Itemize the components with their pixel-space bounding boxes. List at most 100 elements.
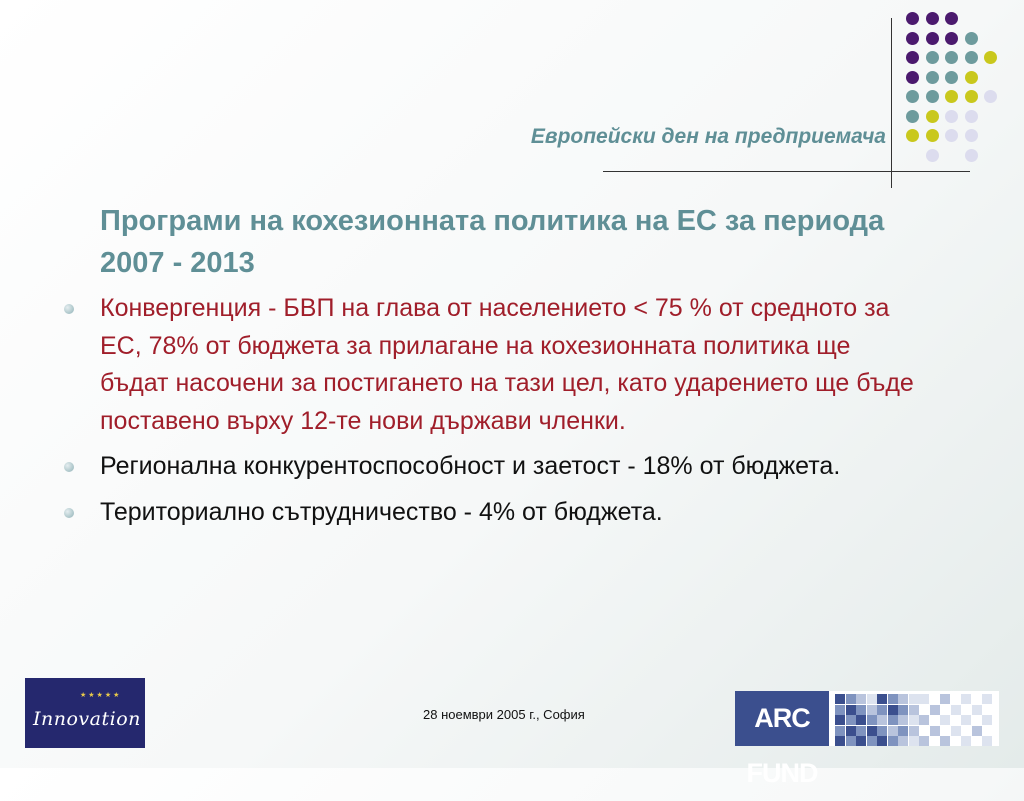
logo-pattern-square xyxy=(835,704,845,715)
slide-heading: Програми на кохезионната политика на ЕС … xyxy=(100,205,885,279)
logo-pattern-square xyxy=(887,694,898,704)
logo-pattern-square xyxy=(866,704,877,715)
logo-pattern-square xyxy=(845,704,856,715)
logo-pattern-square xyxy=(845,725,856,736)
innovation-logo-text: Innovation xyxy=(33,708,141,730)
logo-pattern-square xyxy=(866,725,877,736)
logo-pattern-square xyxy=(950,725,961,736)
bullet-text: Териториално сътрудничество - 4% от бюдж… xyxy=(100,497,663,526)
logo-pattern-square xyxy=(856,694,866,704)
logo-pattern-square xyxy=(877,694,887,704)
logo-pattern-square xyxy=(961,715,971,725)
bullet-item-regional: Регионална конкурентоспособност и заетос… xyxy=(60,448,920,486)
decorative-dot xyxy=(964,148,978,162)
decorative-dot xyxy=(984,90,997,103)
decorative-dot xyxy=(945,51,958,64)
decorative-dot xyxy=(906,51,919,64)
logo-pattern-square xyxy=(898,694,908,704)
logo-pattern-square xyxy=(866,715,877,725)
bullet-list: Конвергенция - БВП на глава от население… xyxy=(60,290,920,539)
logo-pattern-square xyxy=(877,715,887,725)
logo-pattern-square xyxy=(929,725,940,736)
bullet-item-convergence: Конвергенция - БВП на глава от население… xyxy=(60,290,920,440)
bullet-text: Конвергенция - БВП на глава от население… xyxy=(100,294,914,435)
logo-pattern-square xyxy=(856,736,866,746)
decorative-dot-grid xyxy=(906,12,1006,172)
logo-pattern-square xyxy=(835,725,845,736)
decorative-dot xyxy=(925,12,939,25)
logo-pattern-square xyxy=(971,725,982,736)
logo-pattern-square xyxy=(919,715,929,725)
decorative-dot xyxy=(964,109,978,123)
bullet-dot-icon xyxy=(64,304,74,314)
decorative-dot xyxy=(925,129,939,142)
arc-fund-logo-text: ARC FUND xyxy=(735,691,829,788)
logo-pattern-square xyxy=(887,715,898,725)
decorative-dot xyxy=(906,12,919,25)
logo-pattern-square xyxy=(835,694,845,704)
logo-pattern-square xyxy=(982,694,992,704)
event-title: Европейски ден на предприемача xyxy=(530,125,886,148)
logo-pattern-square xyxy=(950,704,961,715)
logo-pattern-square xyxy=(866,736,877,746)
footer-date: 28 ноември 2005 г., София xyxy=(423,707,585,722)
logo-pattern-square xyxy=(898,715,908,725)
header-horizontal-rule xyxy=(603,171,970,172)
decorative-dot xyxy=(906,70,919,84)
logo-pattern-square xyxy=(908,704,919,715)
logo-pattern-square xyxy=(940,736,950,746)
decorative-dot xyxy=(925,51,939,64)
logo-pattern-square xyxy=(845,736,856,746)
logo-pattern-square xyxy=(887,736,898,746)
decorative-dot xyxy=(984,51,997,64)
decorative-dot xyxy=(945,129,958,142)
logo-pattern-square xyxy=(919,694,929,704)
logo-pattern-square xyxy=(877,736,887,746)
logo-pattern-square xyxy=(856,715,866,725)
decorative-dot xyxy=(925,148,939,162)
decorative-dot xyxy=(964,129,978,142)
logo-pattern-square xyxy=(940,694,950,704)
bullet-item-territorial: Териториално сътрудничество - 4% от бюдж… xyxy=(60,494,920,532)
logo-pattern-square xyxy=(940,715,950,725)
logo-pattern-square xyxy=(929,704,940,715)
decorative-dot xyxy=(925,109,939,123)
decorative-dot xyxy=(945,109,958,123)
logo-pattern-square xyxy=(877,725,887,736)
decorative-dot xyxy=(906,31,919,45)
decorative-dot xyxy=(964,31,978,45)
innovation-logo: ★★★★★ Innovation xyxy=(25,678,145,748)
decorative-dot xyxy=(925,90,939,103)
logo-pattern-square xyxy=(856,725,866,736)
decorative-dot xyxy=(925,70,939,84)
logo-pattern-square xyxy=(908,725,919,736)
logo-pattern-square xyxy=(835,715,845,725)
logo-pattern-square xyxy=(877,704,887,715)
decorative-dot xyxy=(945,90,958,103)
decorative-dot xyxy=(906,129,919,142)
logo-pattern-square xyxy=(856,704,866,715)
header-vertical-rule xyxy=(891,18,892,188)
bullet-dot-icon xyxy=(64,507,74,518)
bullet-text: Регионална конкурентоспособност и заетос… xyxy=(100,452,841,480)
logo-pattern-square xyxy=(971,704,982,715)
decorative-dot xyxy=(964,90,978,103)
stars-icon: ★★★★★ xyxy=(80,692,122,699)
logo-pattern-square xyxy=(919,736,929,746)
logo-pattern-square xyxy=(898,725,908,736)
decorative-dot xyxy=(906,90,919,103)
decorative-dot xyxy=(945,12,958,25)
decorative-dot xyxy=(925,31,939,45)
logo-pattern-square xyxy=(887,725,898,736)
logo-pattern-square xyxy=(982,715,992,725)
logo-pattern-square xyxy=(866,694,877,704)
logo-pattern-square xyxy=(898,704,908,715)
decorative-dot xyxy=(945,31,958,45)
decorative-dot xyxy=(945,70,958,84)
logo-pattern-square xyxy=(835,736,845,746)
logo-pattern-square xyxy=(898,736,908,746)
logo-pattern-square xyxy=(845,694,856,704)
decorative-dot xyxy=(964,51,978,64)
logo-pattern-square xyxy=(961,694,971,704)
logo-pattern-square xyxy=(908,694,919,704)
